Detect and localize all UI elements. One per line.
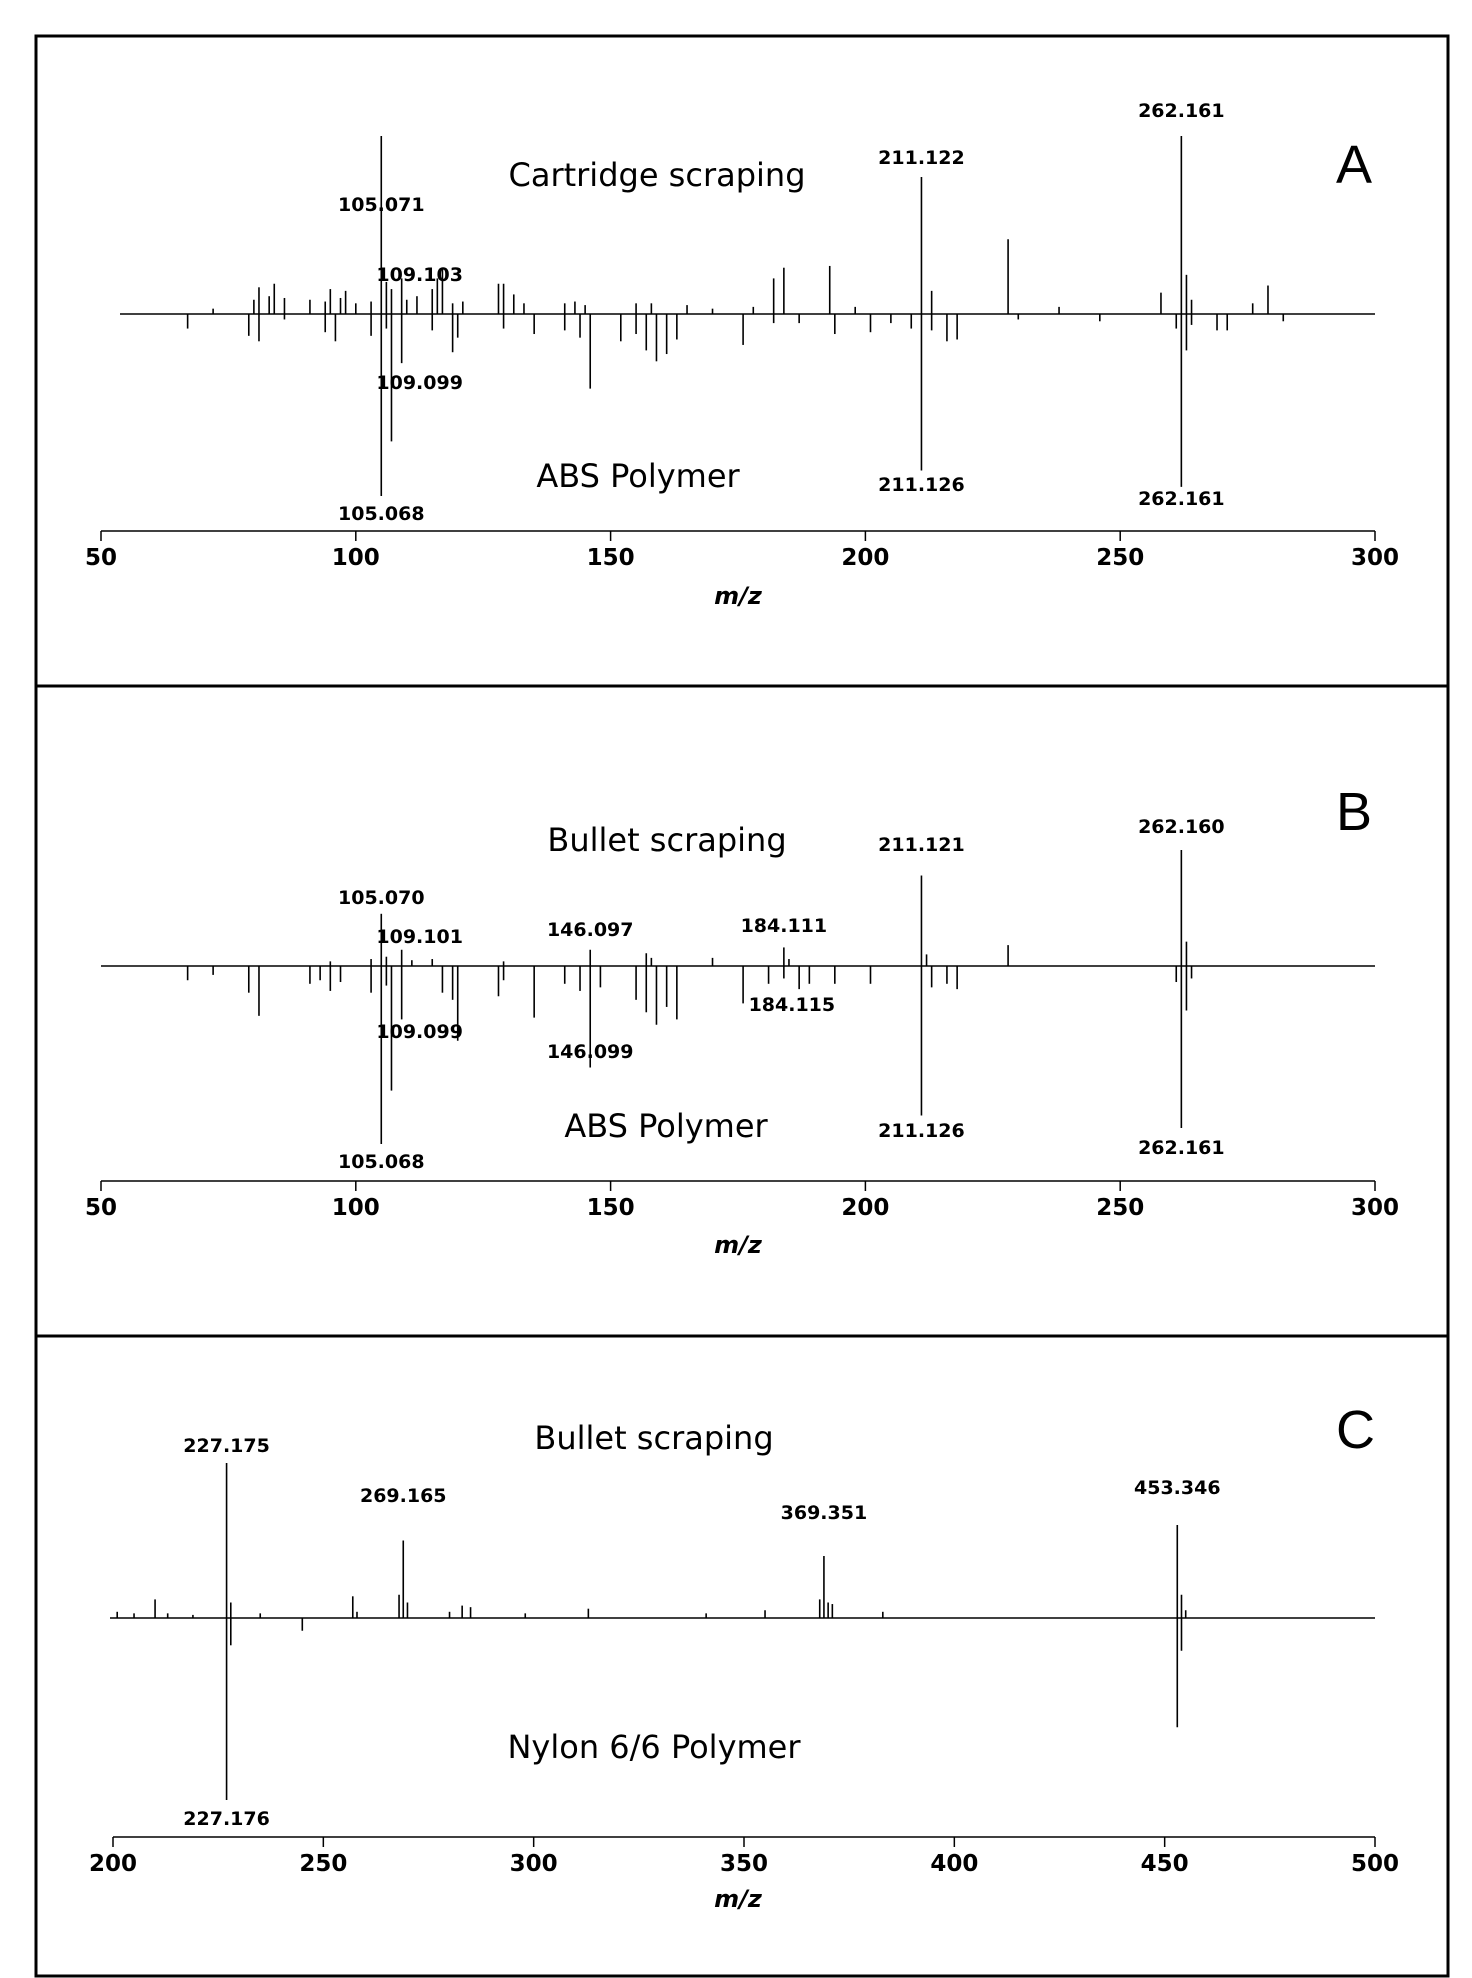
panel-a-letter: A	[1336, 135, 1372, 195]
peak-label-lower-109: 109.099	[376, 1021, 463, 1043]
panel-a-frame	[34, 34, 1450, 688]
peak-label-lower-184: 184.115	[749, 994, 836, 1016]
peak-label-lower-211: 211.126	[878, 474, 965, 496]
peak-label-lower-105: 105.068	[338, 503, 425, 525]
panel-b-peak-labels: 105.070 109.101 146.097 184.111 211.121 262.1…	[338, 816, 1225, 1173]
panel-a: A Cartridge scraping ABS Polymer 105.071…	[34, 34, 1450, 688]
peak-label-upper-227: 227.175	[183, 1435, 270, 1457]
panel-a-upper-peaks	[212, 136, 1269, 314]
panel-a-upper-title: Cartridge scraping	[508, 156, 805, 194]
peak-label-upper-146: 146.097	[547, 919, 634, 941]
x-tick-label-150: 150	[587, 1195, 635, 1221]
x-tick-label-50: 50	[85, 545, 117, 571]
x-tick-label-400: 400	[930, 1851, 978, 1877]
peak-label-upper-211: 211.122	[878, 147, 965, 169]
peak-label-upper-105: 105.070	[338, 887, 425, 909]
panel-c-x-axis-title: m/z	[714, 1885, 763, 1913]
x-tick-label-200: 200	[841, 1195, 889, 1221]
panel-c-frame	[34, 1334, 1450, 1978]
panel-c-x-ticks: 200 250 300 350 400 450 500	[89, 1837, 1399, 1877]
panel-a-lower-title: ABS Polymer	[536, 457, 740, 495]
panel-c-letter: C	[1336, 1400, 1375, 1460]
peak-label-upper-211: 211.121	[878, 834, 965, 856]
panel-b: B Bullet scraping ABS Polymer 105.070 109…	[34, 684, 1450, 1338]
x-tick-label-100: 100	[332, 545, 380, 571]
panel-a-x-axis-title: m/z	[714, 582, 763, 610]
x-tick-label-300: 300	[1351, 1195, 1399, 1221]
panel-a-x-ticks: 50 100 150 200 250 300	[85, 531, 1399, 571]
x-tick-label-300: 300	[1351, 545, 1399, 571]
panel-b-upper-title: Bullet scraping	[547, 821, 786, 859]
peak-label-lower-211: 211.126	[878, 1120, 965, 1142]
peak-label-upper-269: 269.165	[360, 1485, 447, 1507]
x-tick-label-450: 450	[1141, 1851, 1189, 1877]
x-tick-label-350: 350	[720, 1851, 768, 1877]
panel-b-lower-title: ABS Polymer	[564, 1107, 768, 1145]
panel-a-lower-peaks	[186, 314, 1285, 496]
panel-c-upper-title: Bullet scraping	[534, 1419, 773, 1457]
peak-label-upper-453: 453.346	[1134, 1477, 1221, 1499]
peak-label-lower-227: 227.176	[183, 1808, 270, 1830]
panel-a-peak-labels: 105.071 109.103 211.122 262.161 109.099 105.0…	[338, 100, 1225, 525]
peak-label-lower-146: 146.099	[547, 1041, 634, 1063]
panel-b-x-axis-title: m/z	[714, 1231, 763, 1259]
peak-label-lower-262: 262.161	[1138, 1137, 1225, 1159]
panel-b-upper-peaks	[329, 850, 1188, 966]
panel-c-lower-title: Nylon 6/6 Polymer	[507, 1728, 801, 1766]
panel-c-lower-peaks	[225, 1618, 1183, 1800]
peak-label-lower-105: 105.068	[338, 1151, 425, 1173]
peak-label-upper-262: 262.161	[1138, 100, 1225, 122]
x-tick-label-250: 250	[1096, 1195, 1144, 1221]
x-tick-label-300: 300	[510, 1851, 558, 1877]
x-tick-label-50: 50	[85, 1195, 117, 1221]
panel-b-frame	[34, 684, 1450, 1338]
peak-label-upper-262: 262.160	[1138, 816, 1225, 838]
x-tick-label-500: 500	[1351, 1851, 1399, 1877]
peak-label-lower-109: 109.099	[376, 372, 463, 394]
x-tick-label-150: 150	[587, 545, 635, 571]
peak-label-lower-262: 262.161	[1138, 488, 1225, 510]
x-tick-label-250: 250	[299, 1851, 347, 1877]
x-tick-label-250: 250	[1096, 545, 1144, 571]
peak-label-upper-109: 109.101	[376, 926, 463, 948]
peak-label-upper-109: 109.103	[376, 264, 463, 286]
panel-b-lower-peaks	[186, 966, 1193, 1144]
x-tick-label-100: 100	[332, 1195, 380, 1221]
x-tick-label-200: 200	[841, 545, 889, 571]
panel-c-peak-labels: 227.175 269.165 369.351 453.346 227.176	[183, 1435, 1220, 1830]
x-tick-label-200: 200	[89, 1851, 137, 1877]
panel-b-letter: B	[1336, 782, 1372, 842]
panel-b-x-ticks: 50 100 150 200 250 300	[85, 1181, 1399, 1221]
panel-c: C Bullet scraping Nylon 6/6 Polymer 227.…	[34, 1334, 1450, 1978]
peak-label-upper-105: 105.071	[338, 194, 425, 216]
peak-label-upper-184: 184.111	[741, 915, 828, 937]
peak-label-upper-369: 369.351	[781, 1502, 868, 1524]
panel-c-upper-peaks	[116, 1463, 1187, 1618]
